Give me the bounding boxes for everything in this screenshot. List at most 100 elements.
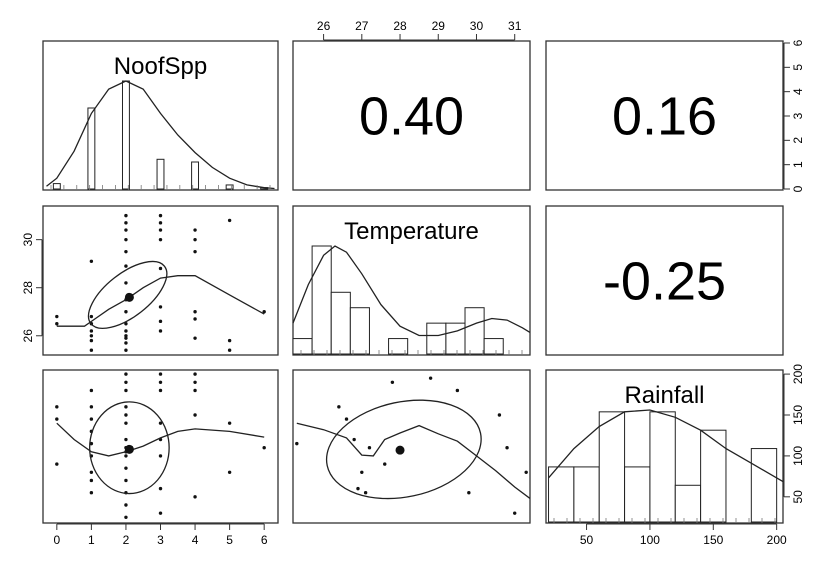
scatter-point: [193, 380, 197, 384]
scatter-point: [193, 228, 197, 232]
density-curve: [292, 245, 531, 337]
scatter-point: [124, 405, 128, 409]
scatter-point: [158, 511, 163, 515]
scatter-point: [124, 334, 128, 338]
tick-label: 6: [261, 533, 268, 547]
correlation-label: 0.16: [612, 87, 717, 147]
centroid-point: [124, 292, 134, 302]
tick-label: 4: [192, 533, 199, 547]
scatter-point: [193, 336, 197, 340]
tick-label: 150: [703, 533, 723, 547]
tick-label: 3: [791, 112, 805, 119]
scatter-point: [455, 388, 460, 393]
scatter-point: [124, 388, 128, 393]
scatter-point: [356, 486, 360, 491]
tick-label: 26: [317, 19, 331, 33]
scatter-point: [55, 417, 59, 421]
scatter-point: [124, 515, 128, 519]
scatter-point: [89, 348, 94, 352]
tick-label: 2: [123, 533, 130, 547]
scatter-point: [227, 338, 232, 343]
scatter-point: [158, 266, 163, 271]
tick-label: 5: [226, 533, 233, 547]
scatter-point: [158, 380, 163, 384]
centroid-point: [124, 444, 134, 454]
tick-label: 5: [791, 64, 805, 71]
scatter-point: [124, 503, 128, 507]
scatter-point: [158, 372, 163, 376]
histogram-bar: [674, 484, 702, 523]
scatter-point: [55, 462, 59, 466]
scatter-point: [193, 237, 197, 242]
scatter-point: [337, 405, 341, 409]
histogram-bar: [52, 183, 61, 190]
scatter-point: [89, 441, 94, 446]
scatter-point: [158, 213, 163, 218]
histogram-bar: [292, 338, 313, 355]
tick-label: 100: [791, 446, 805, 466]
scatter-point: [367, 446, 372, 450]
scatter-point: [124, 478, 128, 483]
scatter-point: [89, 417, 94, 421]
scatter-point: [89, 334, 94, 338]
scatter-point: [193, 388, 197, 393]
scatter-point: [158, 305, 163, 309]
loess-smooth: [296, 422, 530, 500]
tick-label: 0: [53, 533, 60, 547]
scatter-point: [124, 372, 128, 376]
tick-label: 28: [21, 281, 35, 295]
scatter-point: [193, 249, 197, 254]
scatter-point: [158, 454, 163, 458]
tick-label: 100: [640, 533, 660, 547]
histogram-bar: [624, 466, 651, 523]
scatter-point: [89, 470, 94, 474]
tick-label: 2: [791, 137, 805, 144]
histogram-bar: [445, 322, 466, 355]
tick-label: 6: [791, 39, 805, 46]
scatter-point: [89, 314, 94, 319]
histogram-bar: [87, 107, 96, 190]
histogram-bar: [483, 338, 504, 355]
histogram-bar: [700, 429, 727, 523]
scatter-point: [262, 446, 266, 450]
histogram-bar: [598, 411, 626, 523]
loess-smooth: [56, 275, 265, 327]
correlation-ellipse: [325, 399, 482, 500]
tick-label: 29: [432, 19, 446, 33]
histogram-bar: [191, 161, 200, 190]
scatter-point: [124, 348, 128, 352]
scatter-point: [227, 348, 232, 352]
scatter-point: [89, 491, 94, 495]
histogram-bar: [225, 184, 234, 190]
scatter-point: [193, 372, 197, 376]
scatter-point: [124, 454, 128, 458]
scatter-point: [124, 310, 128, 314]
histogram-bar: [349, 307, 370, 355]
tick-label: 30: [470, 19, 484, 33]
scatter-point: [124, 281, 128, 285]
correlation-label: 0.40: [359, 87, 464, 147]
tick-label: 1: [791, 161, 805, 168]
tick-label: 50: [791, 490, 805, 504]
correlation-ellipse: [87, 260, 168, 329]
scatter-point: [158, 221, 163, 225]
scatter-point: [124, 213, 128, 218]
scatter-point: [390, 380, 395, 384]
tick-label: 31: [508, 19, 522, 33]
scatter-point: [352, 437, 356, 442]
panel-r2-c1: [292, 369, 531, 524]
variable-name: NoofSpp: [114, 53, 207, 80]
histogram-bar: [573, 466, 600, 523]
histogram-bar: [311, 245, 332, 355]
histogram-bar: [388, 338, 409, 355]
histogram-bar: [156, 158, 165, 190]
scatter-panel-r2-c1: [295, 376, 530, 515]
tick-label: 1: [88, 533, 95, 547]
scatter-point: [497, 413, 502, 417]
histogram-bar: [464, 307, 485, 355]
scatter-point: [124, 237, 128, 242]
scatter-point: [124, 329, 128, 333]
scatter-point: [158, 388, 163, 393]
scatter-point: [363, 491, 368, 495]
